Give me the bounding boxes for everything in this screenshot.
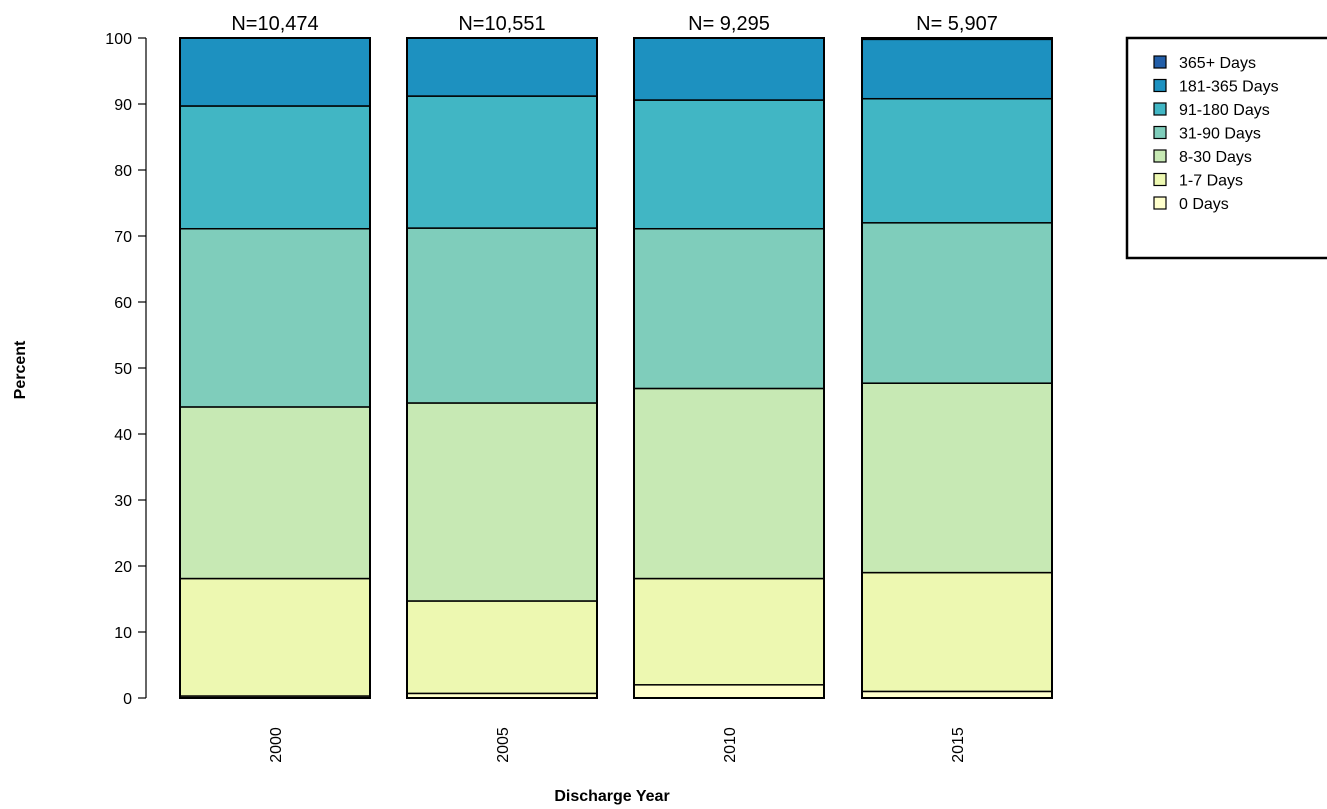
y-tick-label: 40 [114, 427, 132, 444]
x-tick-label: 2000 [268, 727, 285, 763]
bar-segment-2010-1-7-days [633, 577, 825, 686]
bar-outline-2010 [633, 37, 825, 699]
legend-swatch [1153, 196, 1167, 210]
bar-segment-2000-31-90-days [179, 227, 371, 408]
legend-label: 0 Days [1179, 196, 1229, 213]
bar-segment-2000-181-365-days [179, 37, 371, 107]
y-axis: 0 10 20 30 40 50 60 70 80 90 100 [105, 31, 147, 708]
y-tick-label: 90 [114, 97, 132, 114]
bar-segment-2000-91-180-days [179, 105, 371, 230]
y-tick-label: 30 [114, 493, 132, 510]
bars-group [179, 37, 1053, 699]
bar-segment-2005-8-30-days [406, 402, 598, 602]
y-tick-label: 70 [114, 229, 132, 246]
legend-label: 1-7 Days [1179, 173, 1243, 190]
legend-swatch [1153, 78, 1167, 93]
bar-segment-2015-8-30-days [861, 382, 1053, 574]
bar-count-label: N= 9,295 [688, 13, 770, 35]
x-tick-label: 2010 [722, 727, 739, 763]
legend-swatch [1153, 102, 1167, 116]
bar-segment-2005-181-365-days [406, 37, 598, 97]
legend-label: 91-180 Days [1179, 102, 1270, 119]
bar-segment-2005-31-90-days [406, 227, 598, 404]
y-tick-label: 100 [105, 31, 132, 48]
legend-swatch [1153, 125, 1167, 140]
bar-segment-2010-31-90-days [633, 227, 825, 390]
bar-segment-2015-1-7-days [861, 571, 1053, 693]
bar-segment-2010-181-365-days [633, 37, 825, 101]
legend: 365+ Days 181-365 Days 91-180 Days 31-90 Da… [1125, 36, 1327, 260]
y-axis-title: Percent [12, 340, 29, 399]
x-axis: 2000 2005 2010 2015 [268, 727, 967, 763]
bar-outline-2015 [861, 37, 1053, 699]
bar-segment-2015-31-90-days [861, 222, 1053, 384]
legend-swatch [1153, 172, 1167, 187]
bar-count-label: N= 5,907 [916, 13, 998, 35]
bar-segment-2000-1-7-days [179, 577, 371, 697]
x-tick-label: 2005 [495, 727, 512, 763]
legend-label: 181-365 Days [1179, 79, 1279, 96]
bar-outline-2000 [179, 37, 371, 699]
legend-label: 365+ Days [1179, 55, 1256, 72]
y-tick-label: 60 [114, 295, 132, 312]
bar-segment-2000-8-30-days [179, 406, 371, 580]
legend-swatch [1153, 149, 1167, 163]
bar-segment-2005-91-180-days [406, 95, 598, 229]
bar-segment-2010-0-days [633, 684, 825, 699]
y-tick-label: 80 [114, 163, 132, 180]
x-axis-title: Discharge Year [554, 788, 669, 805]
legend-box [1125, 36, 1327, 260]
bar-count-label: N=10,551 [458, 13, 545, 35]
legend-label: 8-30 Days [1179, 149, 1252, 166]
y-tick-label: 0 [123, 691, 132, 708]
legend-label: 31-90 Days [1179, 126, 1261, 143]
bar-segment-2010-91-180-days [633, 99, 825, 230]
y-tick-label: 50 [114, 361, 132, 378]
y-tick-label: 10 [114, 625, 132, 642]
bar-outline-2005 [406, 37, 598, 699]
bar-count-label: N=10,474 [231, 13, 318, 35]
bar-segment-2015-91-180-days [861, 97, 1053, 224]
bar-segment-2015-181-365-days [861, 38, 1053, 100]
bar-segment-2010-8-30-days [633, 387, 825, 580]
y-tick-label: 20 [114, 559, 132, 576]
bar-annotations: N=10,474 N=10,551 N= 9,295 N= 5,907 [231, 13, 998, 35]
legend-swatch [1153, 55, 1167, 69]
bar-segment-2005-1-7-days [406, 600, 598, 695]
x-tick-label: 2015 [950, 727, 967, 763]
